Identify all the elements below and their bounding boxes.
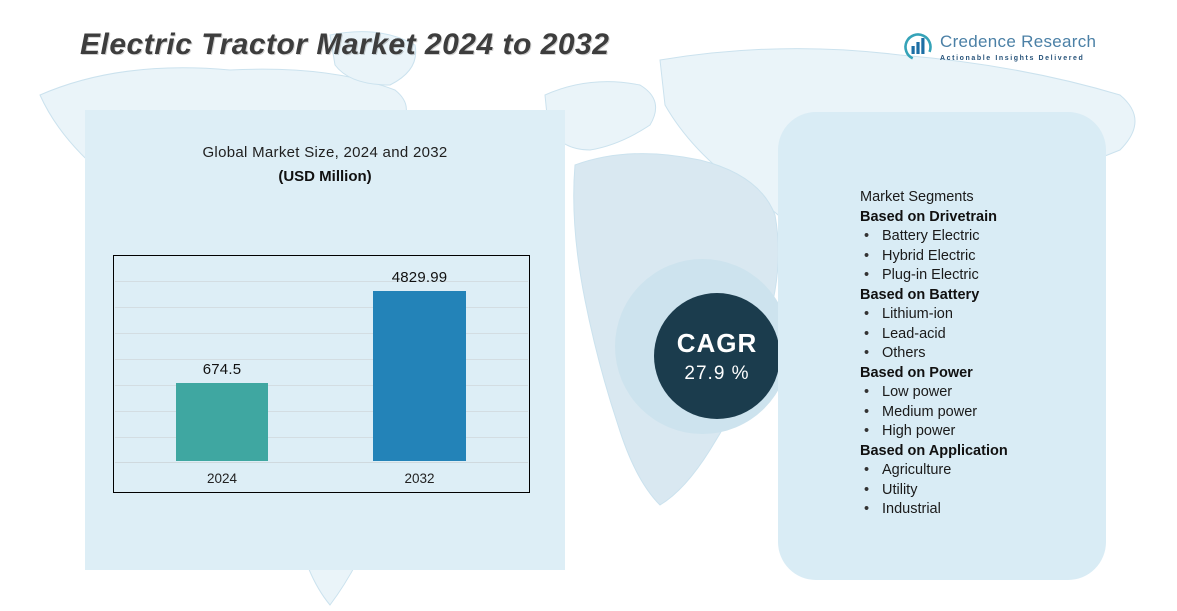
- bar-column: 674.5: [176, 361, 268, 461]
- segment-item: • Lead-acid: [860, 325, 1092, 345]
- cagr-label: CAGR: [676, 327, 758, 358]
- chart-panel: Global Market Size, 2024 and 2032 (USD M…: [85, 110, 565, 570]
- segments-heading: Market Segments: [860, 189, 974, 205]
- bullet-icon: •: [864, 267, 870, 283]
- bullet-icon: •: [864, 247, 870, 264]
- bar-category-label: 2024: [206, 471, 238, 486]
- bar-value-label: 674.5: [202, 361, 242, 378]
- bar-category-label: 2032: [404, 471, 435, 486]
- bullet-icon: •: [864, 481, 870, 498]
- bar-column: 4829.99: [373, 269, 466, 461]
- cagr-badge: CAGR 27.9 %: [654, 293, 780, 419]
- bar-value-label: 4829.99: [391, 269, 448, 286]
- segment-item-label: Plug-in Electric: [882, 267, 979, 283]
- bar: [373, 291, 466, 461]
- chart-title: Global Market Size, 2024 and 2032: [202, 144, 448, 161]
- bullet-icon: •: [864, 306, 870, 322]
- segment-item: • Medium power: [860, 403, 1092, 423]
- bullet-icon: •: [864, 423, 870, 439]
- segment-item-label: Industrial: [882, 501, 941, 517]
- segments-panel: Market Segments Based on Drivetrain • Batt…: [778, 112, 1106, 580]
- segment-group-label: Based on Application: [860, 442, 1008, 459]
- chart-subtitle: (USD Million): [278, 168, 372, 185]
- bullet-icon: •: [864, 325, 870, 342]
- segment-item: • Others: [860, 344, 1092, 364]
- bullet-icon: •: [864, 345, 870, 361]
- logo-tagline: Actionable Insights Delivered: [940, 55, 1085, 62]
- segment-item: • Battery Electric: [860, 227, 1092, 247]
- segment-group-label: Based on Power: [860, 364, 973, 381]
- logo-brand-name: Credence Research: [940, 32, 1097, 51]
- segment-item: • Lithium-ion: [860, 305, 1092, 325]
- bullet-icon: •: [864, 384, 870, 400]
- segment-item-label: Agriculture: [882, 462, 952, 478]
- segments-list: Based on Drivetrain • Battery Electric • Hyb…: [860, 208, 1092, 520]
- logo-chart-icon: [904, 33, 932, 61]
- page-title: Electric Tractor Market 2024 to 2032: [80, 28, 610, 61]
- segment-item-label: Low power: [882, 384, 953, 400]
- segment-group-label: Based on Battery: [860, 286, 980, 303]
- segment-item-label: Hybrid Electric: [882, 247, 976, 264]
- bullet-icon: •: [864, 228, 870, 244]
- map-greenland: [329, 31, 417, 86]
- map-europe: [544, 81, 657, 151]
- bullet-icon: •: [864, 462, 870, 478]
- bullet-icon: •: [864, 403, 870, 420]
- segment-item: • Industrial: [860, 500, 1092, 520]
- chart-title-block: Global Market Size, 2024 and 2032 (USD M…: [85, 144, 565, 185]
- segment-item: • Hybrid Electric: [860, 247, 1092, 267]
- segment-item: • Plug-in Electric: [860, 266, 1092, 286]
- segment-item: • Low power: [860, 383, 1092, 403]
- segment-item-label: Lithium-ion: [882, 306, 953, 322]
- segment-item: • Agriculture: [860, 461, 1092, 481]
- segment-item-label: Battery Electric: [882, 228, 980, 244]
- bar: [176, 383, 268, 461]
- segment-item-label: Medium power: [882, 403, 978, 420]
- bullet-icon: •: [864, 501, 870, 517]
- segment-item: • High power: [860, 422, 1092, 442]
- segment-group-label: Based on Drivetrain: [860, 208, 997, 225]
- bar-chart: 674.5 4829.99 2024 2032: [113, 255, 530, 493]
- segment-item-label: High power: [882, 423, 956, 439]
- segment-item-label: Others: [882, 345, 926, 361]
- segment-item-label: Lead-acid: [882, 325, 946, 342]
- segment-item-label: Utility: [882, 481, 918, 498]
- brand-logo: Credence Research Actionable Insights De…: [903, 32, 1096, 62]
- segment-item: • Utility: [860, 481, 1092, 501]
- cagr-value: 27.9 %: [684, 362, 750, 384]
